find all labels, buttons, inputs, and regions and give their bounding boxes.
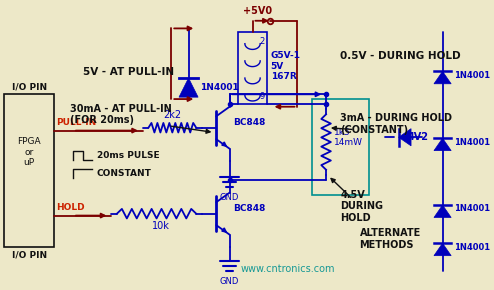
Text: BC848: BC848 bbox=[234, 204, 266, 213]
Text: 2: 2 bbox=[260, 37, 265, 46]
Text: 5V - AT PULL-IN: 5V - AT PULL-IN bbox=[82, 67, 174, 77]
Text: 9: 9 bbox=[260, 92, 265, 101]
Text: 4V2: 4V2 bbox=[407, 132, 428, 142]
Text: 1N4001: 1N4001 bbox=[454, 71, 490, 80]
Text: FPGA
or
uP: FPGA or uP bbox=[17, 137, 41, 167]
Bar bbox=[4, 94, 54, 247]
Text: 0.5V - DURING HOLD: 0.5V - DURING HOLD bbox=[340, 51, 461, 61]
Text: 4.5V
DURING
HOLD: 4.5V DURING HOLD bbox=[340, 190, 383, 223]
Polygon shape bbox=[399, 129, 411, 146]
Text: +5V0: +5V0 bbox=[243, 6, 272, 16]
Text: BC848: BC848 bbox=[234, 118, 266, 127]
Text: I/O PIN: I/O PIN bbox=[11, 250, 46, 259]
Text: 1N4001: 1N4001 bbox=[454, 204, 490, 213]
Text: G5V-1
5V
167R: G5V-1 5V 167R bbox=[271, 51, 301, 81]
Text: www.cntronics.com: www.cntronics.com bbox=[241, 264, 335, 274]
Text: GND: GND bbox=[220, 193, 239, 202]
Polygon shape bbox=[434, 205, 451, 218]
Text: 1N4001: 1N4001 bbox=[200, 83, 239, 92]
Polygon shape bbox=[434, 71, 451, 84]
Bar bbox=[312, 99, 369, 195]
Text: 30mA - AT PULL-IN
(FOR 20ms): 30mA - AT PULL-IN (FOR 20ms) bbox=[70, 104, 172, 126]
Text: ALTERNATE
METHODS: ALTERNATE METHODS bbox=[360, 228, 421, 250]
Text: 10k: 10k bbox=[153, 221, 170, 231]
Text: 1N4001: 1N4001 bbox=[454, 242, 490, 252]
Text: 1k5
14mW: 1k5 14mW bbox=[334, 128, 363, 147]
Text: HOLD: HOLD bbox=[56, 203, 84, 212]
Polygon shape bbox=[179, 78, 198, 97]
Polygon shape bbox=[434, 243, 451, 256]
Text: PULL-IN: PULL-IN bbox=[56, 118, 96, 127]
Text: 20ms PULSE: 20ms PULSE bbox=[97, 151, 160, 160]
Text: 2k2: 2k2 bbox=[163, 110, 181, 120]
Text: GND: GND bbox=[220, 277, 239, 286]
Text: 1N4001: 1N4001 bbox=[454, 137, 490, 146]
Polygon shape bbox=[434, 138, 451, 151]
Text: 3mA - DURING HOLD
(CONSTANT): 3mA - DURING HOLD (CONSTANT) bbox=[340, 113, 453, 135]
Text: I/O PIN: I/O PIN bbox=[11, 82, 46, 91]
Text: CONSTANT: CONSTANT bbox=[97, 169, 152, 178]
Bar bbox=[238, 32, 267, 104]
